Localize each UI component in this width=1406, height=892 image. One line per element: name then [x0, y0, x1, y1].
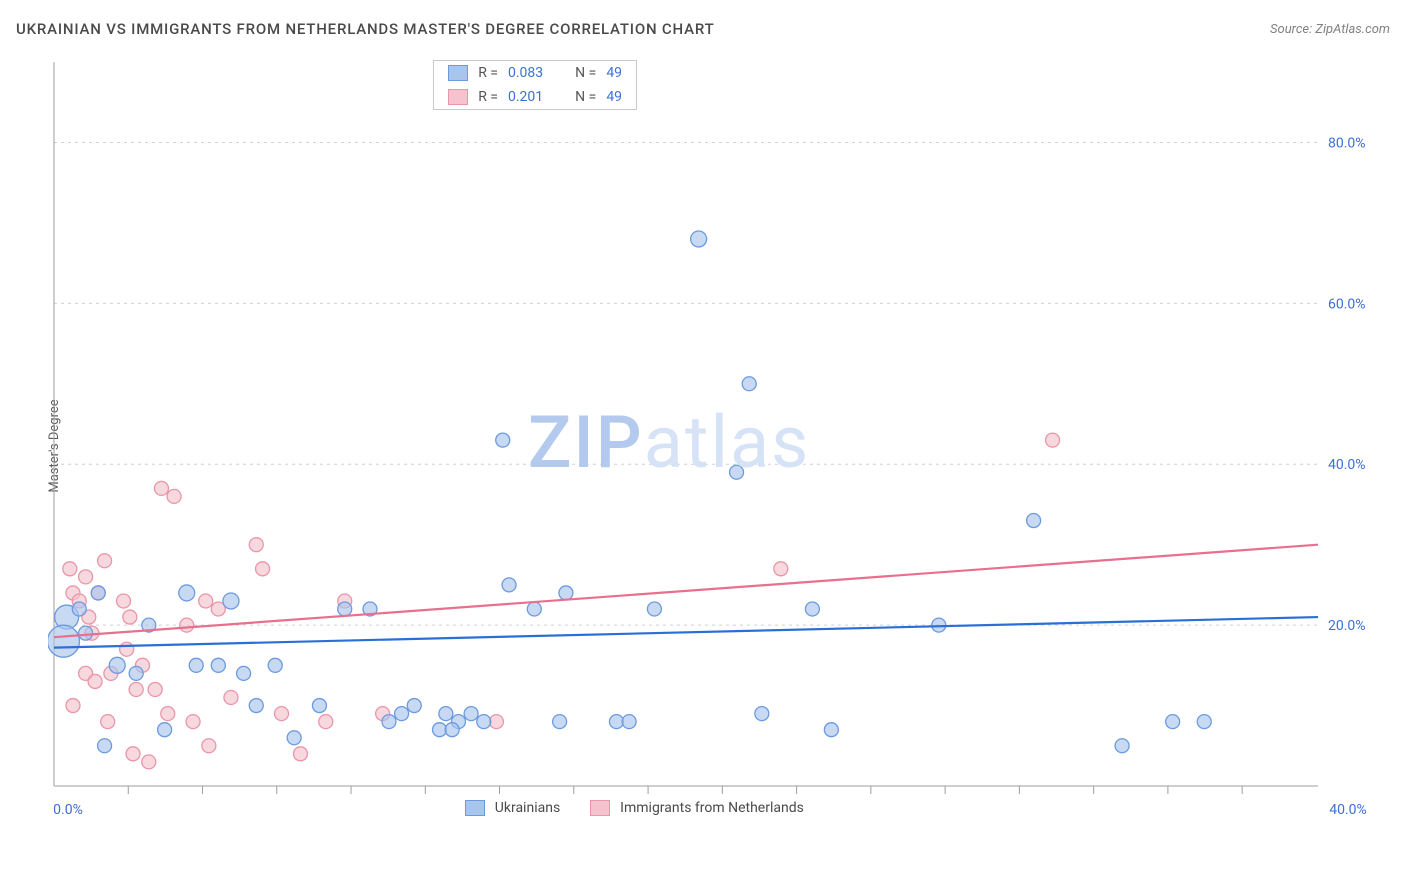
n-label: N = [575, 89, 596, 105]
stats-legend: R = 0.083 N = 49 R = 0.201 N = 49 [433, 60, 637, 110]
swatch-icon [590, 800, 610, 816]
legend-item-blue: Ukrainians [465, 800, 560, 816]
stats-legend-row: R = 0.201 N = 49 [434, 85, 636, 109]
n-label: N = [575, 65, 596, 81]
chart-title: UKRAINIAN VS IMMIGRANTS FROM NETHERLANDS… [16, 20, 715, 38]
legend-label: Ukrainians [495, 800, 560, 816]
svg-text:60.0%: 60.0% [1328, 296, 1366, 312]
svg-text:40.0%: 40.0% [1328, 457, 1366, 473]
legend-item-pink: Immigrants from Netherlands [590, 800, 804, 816]
svg-text:0.0%: 0.0% [53, 802, 83, 818]
r-label: R = [478, 65, 498, 81]
r-label: R = [478, 89, 498, 105]
n-value: 49 [606, 89, 622, 105]
swatch-icon [465, 800, 485, 816]
svg-text:20.0%: 20.0% [1328, 618, 1366, 634]
r-value: 0.201 [508, 89, 543, 105]
swatch-icon [448, 65, 468, 81]
n-value: 49 [606, 65, 622, 81]
svg-text:40.0%: 40.0% [1329, 802, 1367, 818]
scatter-plot: 20.0%40.0%60.0%80.0%0.0%40.0% ZIPatlas R… [48, 56, 1388, 826]
r-value: 0.083 [508, 65, 543, 81]
series-legend: Ukrainians Immigrants from Netherlands [465, 800, 804, 816]
svg-text:80.0%: 80.0% [1328, 135, 1366, 151]
stats-legend-row: R = 0.083 N = 49 [434, 61, 636, 85]
swatch-icon [448, 89, 468, 105]
source-text: Source: ZipAtlas.com [1270, 22, 1390, 37]
legend-label: Immigrants from Netherlands [620, 800, 804, 816]
